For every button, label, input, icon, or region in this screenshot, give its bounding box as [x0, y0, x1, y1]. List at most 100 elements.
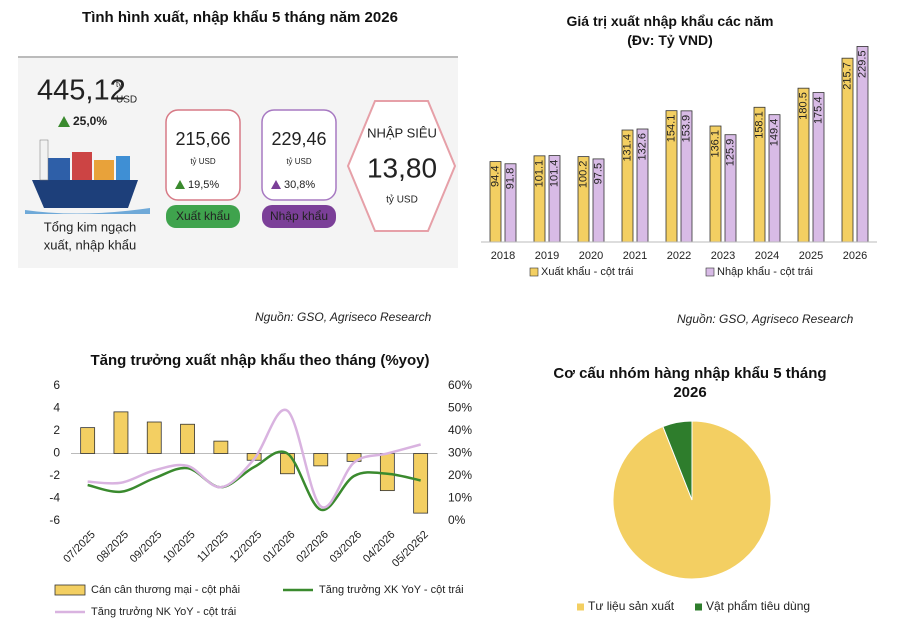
y2-tick-label: 30%: [448, 446, 472, 460]
legend-swatch: [695, 603, 702, 611]
surplus-unit: tỷ USD: [386, 194, 418, 206]
value-label: 136.1: [709, 130, 721, 158]
x-tick-label: 05/20262: [390, 529, 431, 570]
bar: [213, 440, 229, 454]
x-tick-label: 2018: [491, 250, 515, 262]
surplus-value: 13,80: [367, 152, 437, 183]
value-label: 94.4: [489, 166, 501, 187]
y-tick-label: 4: [53, 401, 60, 415]
x-tick-label: 2022: [667, 250, 691, 262]
up-icon: [175, 180, 185, 189]
x-tick-label: 2023: [711, 250, 735, 262]
x-tick-label: 11/2025: [195, 529, 231, 565]
export-tag: [166, 205, 240, 228]
total-caption: xuất, nhập khẩu: [44, 237, 137, 252]
source: Nguồn: GSO, Agriseco Research: [677, 312, 854, 326]
export-box: [165, 109, 241, 201]
y-tick-label: 2: [53, 423, 60, 437]
y2-tick-label: 50%: [448, 401, 472, 415]
value-label: 158.1: [753, 111, 765, 139]
legend-swatch: [577, 603, 584, 611]
y2-tick-label: 60%: [448, 378, 472, 392]
bar: [413, 453, 429, 514]
y2-tick-label: 40%: [448, 423, 472, 437]
total-value: 445,12: [37, 75, 126, 107]
y2-tick-label: 20%: [448, 468, 472, 482]
export-unit: tỷ USD: [190, 157, 216, 166]
x-tick-label: 02/2026: [294, 529, 331, 566]
value-label: 149.4: [768, 119, 780, 147]
x-tick-label: 2024: [755, 250, 779, 262]
y-tick-label: -2: [49, 468, 60, 482]
up-icon: [58, 116, 70, 127]
chart-subtitle: (Đv: Tỷ VND): [627, 32, 713, 48]
line: [87, 408, 421, 509]
export-growth: 19,5%: [188, 179, 219, 191]
import-box: [261, 109, 337, 201]
value-label: 131.4: [621, 134, 633, 162]
x-tick-label: 2025: [799, 250, 823, 262]
legend-label: Tư liệu sản xuất: [588, 599, 675, 613]
surplus-hexagon: [346, 100, 457, 232]
bar: [180, 423, 195, 454]
value-label: 101.4: [548, 160, 560, 188]
x-tick-label: 09/2025: [128, 529, 165, 566]
value-label: 175.4: [812, 97, 824, 125]
legend-label: Nhập khẩu - cột trái: [717, 266, 813, 278]
y-tick-label: 0: [53, 446, 60, 460]
y-tick-label: -6: [49, 513, 60, 527]
x-tick-label: 2019: [535, 250, 559, 262]
pie-slice: [662, 420, 693, 501]
x-tick-label: 07/2025: [61, 529, 98, 566]
x-tick-label: 03/2026: [328, 529, 365, 566]
bar: [313, 453, 329, 467]
x-tick-label: 08/2025: [95, 529, 132, 566]
y-tick-label: 6: [53, 378, 60, 392]
import-unit: tỷ USD: [286, 157, 312, 166]
x-tick-label: 2020: [579, 250, 603, 262]
bar: [80, 427, 96, 454]
overview-title: Tình hình xuất, nhập khẩu 5 tháng năm 20…: [82, 9, 398, 26]
y2-tick-label: 0%: [448, 513, 466, 527]
line: [87, 450, 421, 512]
x-tick-label: 01/2026: [261, 529, 298, 566]
bar: [280, 453, 295, 475]
surplus-label: NHẬP SIÊU: [367, 125, 437, 140]
value-label: 229.5: [856, 50, 868, 78]
legend-label: Cán cân thương mại - cột phải: [91, 584, 240, 596]
export-value: 215,66: [175, 129, 230, 149]
import-value: 229,46: [271, 129, 326, 149]
value-label: 153.9: [680, 115, 692, 143]
total-unit: USD: [116, 95, 137, 106]
x-tick-label: 10/2025: [161, 529, 198, 566]
value-label: 91.8: [504, 168, 516, 189]
legend-swatch: [705, 267, 715, 277]
chart-title: Cơ cấu nhóm hàng nhập khẩu 5 tháng 2026: [553, 365, 827, 401]
value-label: 101.1: [533, 160, 545, 188]
x-tick-label: 2021: [623, 250, 647, 262]
bar: [146, 421, 162, 454]
chart-title: Tăng trưởng xuất nhập khẩu theo tháng (%…: [90, 352, 430, 369]
legend-swatch: [54, 584, 86, 596]
source: Nguồn: GSO, Agriseco Research: [255, 310, 432, 324]
bar: [113, 411, 129, 454]
value-label: 125.9: [724, 139, 736, 167]
import-tag: [262, 205, 336, 228]
legend-label: Vật phẩm tiêu dùng: [706, 599, 810, 613]
value-label: 215.7: [841, 62, 853, 90]
value-label: 132.6: [636, 133, 648, 161]
export-label: Xuất khẩu: [176, 209, 230, 223]
y-tick-label: -4: [49, 491, 60, 505]
legend-swatch: [529, 267, 539, 277]
import-label: Nhập khẩu: [270, 209, 328, 223]
chart-title: Giá trị xuất nhập khẩu các năm: [566, 13, 774, 29]
total-growth: 25,0%: [73, 114, 107, 128]
legend-label: Xuất khẩu - cột trái: [541, 266, 633, 278]
value-label: 97.5: [592, 163, 604, 184]
value-label: 154.1: [665, 115, 677, 143]
value-label: 100.2: [577, 161, 589, 189]
up-icon: [271, 180, 281, 189]
value-label: 180.5: [797, 92, 809, 120]
